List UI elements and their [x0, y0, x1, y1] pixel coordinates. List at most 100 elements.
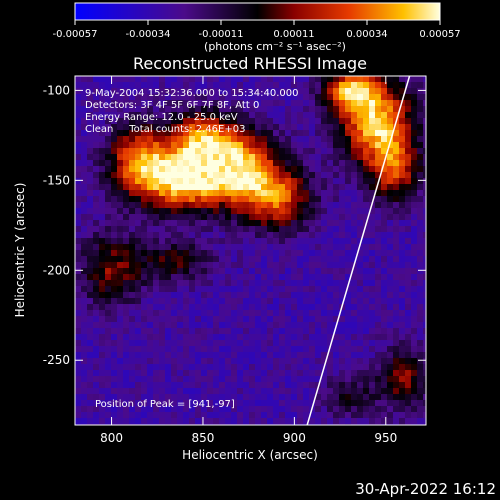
- heatmap-cell: [231, 376, 237, 382]
- heatmap-cell: [297, 118, 303, 124]
- heatmap-cell: [207, 244, 213, 250]
- heatmap-cell: [135, 316, 141, 322]
- heatmap-cell: [177, 376, 183, 382]
- heatmap-cell: [357, 124, 363, 130]
- heatmap-cell: [363, 292, 369, 298]
- heatmap-cell: [327, 202, 333, 208]
- heatmap-cell: [375, 418, 381, 424]
- heatmap-cell: [153, 394, 159, 400]
- heatmap-cell: [399, 106, 405, 112]
- heatmap-cell: [207, 358, 213, 364]
- heatmap-cell: [147, 100, 153, 106]
- heatmap-cell: [399, 172, 405, 178]
- heatmap-cell: [141, 388, 147, 394]
- heatmap-cell: [411, 184, 417, 190]
- heatmap-cell: [93, 154, 99, 160]
- heatmap-cell: [243, 154, 249, 160]
- heatmap-cell: [189, 334, 195, 340]
- heatmap-cell: [369, 76, 375, 82]
- heatmap-cell: [363, 406, 369, 412]
- heatmap-cell: [393, 304, 399, 310]
- heatmap-cell: [195, 190, 201, 196]
- heatmap-cell: [99, 382, 105, 388]
- heatmap-cell: [369, 268, 375, 274]
- heatmap-cell: [399, 244, 405, 250]
- heatmap-cell: [417, 382, 423, 388]
- heatmap-cell: [153, 196, 159, 202]
- heatmap-cell: [333, 400, 339, 406]
- heatmap-cell: [345, 418, 351, 424]
- heatmap-cell: [303, 292, 309, 298]
- heatmap-cell: [291, 358, 297, 364]
- heatmap-cell: [171, 124, 177, 130]
- heatmap-cell: [285, 286, 291, 292]
- heatmap-cell: [321, 136, 327, 142]
- heatmap-cell: [321, 286, 327, 292]
- heatmap-cell: [195, 352, 201, 358]
- heatmap-cell: [273, 244, 279, 250]
- heatmap-cell: [243, 214, 249, 220]
- heatmap-cell: [375, 100, 381, 106]
- heatmap-cell: [351, 244, 357, 250]
- heatmap-cell: [93, 364, 99, 370]
- heatmap-cell: [285, 310, 291, 316]
- heatmap-cell: [159, 364, 165, 370]
- heatmap-cell: [363, 382, 369, 388]
- heatmap-cell: [129, 400, 135, 406]
- heatmap-cell: [93, 250, 99, 256]
- heatmap-cell: [339, 166, 345, 172]
- heatmap-cell: [357, 226, 363, 232]
- heatmap-cell: [177, 226, 183, 232]
- heatmap-cell: [405, 400, 411, 406]
- heatmap-cell: [345, 94, 351, 100]
- heatmap-cell: [297, 364, 303, 370]
- heatmap-cell: [87, 382, 93, 388]
- heatmap-cells: [75, 76, 426, 425]
- heatmap-cell: [255, 160, 261, 166]
- heatmap-cell: [381, 412, 387, 418]
- heatmap-cell: [255, 394, 261, 400]
- heatmap-cell: [267, 274, 273, 280]
- heatmap-cell: [291, 100, 297, 106]
- heatmap-cell: [417, 412, 423, 418]
- heatmap-cell: [315, 298, 321, 304]
- heatmap-cell: [279, 136, 285, 142]
- heatmap-cell: [231, 310, 237, 316]
- heatmap-cell: [321, 292, 327, 298]
- heatmap-cell: [351, 286, 357, 292]
- heatmap-cell: [321, 124, 327, 130]
- heatmap-cell: [81, 340, 87, 346]
- heatmap-cell: [195, 232, 201, 238]
- heatmap-cell: [147, 328, 153, 334]
- heatmap-cell: [327, 304, 333, 310]
- heatmap-cell: [123, 346, 129, 352]
- heatmap-cell: [213, 94, 219, 100]
- heatmap-cell: [171, 202, 177, 208]
- heatmap-cell: [315, 406, 321, 412]
- heatmap-cell: [165, 130, 171, 136]
- heatmap-cell: [405, 208, 411, 214]
- heatmap-cell: [201, 184, 207, 190]
- heatmap-cell: [165, 382, 171, 388]
- heatmap-cell: [243, 184, 249, 190]
- heatmap-cell: [105, 178, 111, 184]
- heatmap-cell: [111, 256, 117, 262]
- heatmap-cell: [213, 232, 219, 238]
- heatmap-cell: [357, 412, 363, 418]
- heatmap-cell: [237, 178, 243, 184]
- heatmap-cell: [411, 352, 417, 358]
- heatmap-cell: [411, 154, 417, 160]
- heatmap-cell: [183, 310, 189, 316]
- heatmap-cell: [267, 394, 273, 400]
- heatmap-cell: [117, 244, 123, 250]
- heatmap-cell: [399, 310, 405, 316]
- heatmap-cell: [387, 232, 393, 238]
- heatmap-cell: [141, 208, 147, 214]
- heatmap-cell: [339, 208, 345, 214]
- heatmap-cell: [309, 418, 315, 424]
- heatmap-cell: [243, 406, 249, 412]
- heatmap-cell: [147, 124, 153, 130]
- heatmap-cell: [99, 316, 105, 322]
- heatmap-cell: [375, 184, 381, 190]
- heatmap-cell: [153, 208, 159, 214]
